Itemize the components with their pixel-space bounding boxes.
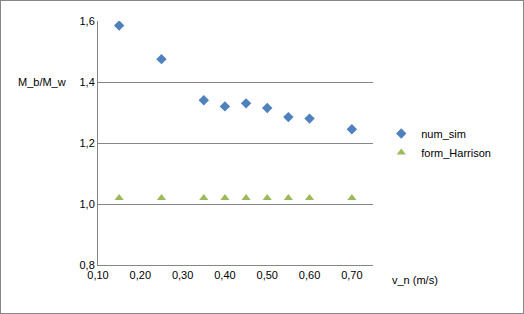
svg-text:M_b/M_w: M_b/M_w (18, 76, 66, 88)
svg-text:1,4: 1,4 (80, 76, 95, 88)
svg-text:0,50: 0,50 (257, 269, 278, 281)
svg-text:0,40: 0,40 (214, 269, 235, 281)
svg-text:0,30: 0,30 (172, 269, 193, 281)
svg-text:1,2: 1,2 (80, 137, 95, 149)
svg-text:0,20: 0,20 (130, 269, 151, 281)
svg-text:num_sim: num_sim (421, 128, 466, 140)
svg-text:1,6: 1,6 (80, 15, 95, 27)
svg-text:0,70: 0,70 (341, 269, 362, 281)
svg-text:0,60: 0,60 (299, 269, 320, 281)
svg-text:0,8: 0,8 (80, 259, 95, 271)
svg-text:1,0: 1,0 (80, 198, 95, 210)
svg-text:v_n (m/s): v_n (m/s) (392, 274, 438, 286)
svg-text:0,10: 0,10 (87, 269, 108, 281)
svg-text:form_Harrison: form_Harrison (421, 147, 491, 159)
